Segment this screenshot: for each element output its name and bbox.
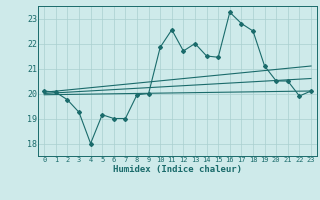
X-axis label: Humidex (Indice chaleur): Humidex (Indice chaleur) — [113, 165, 242, 174]
